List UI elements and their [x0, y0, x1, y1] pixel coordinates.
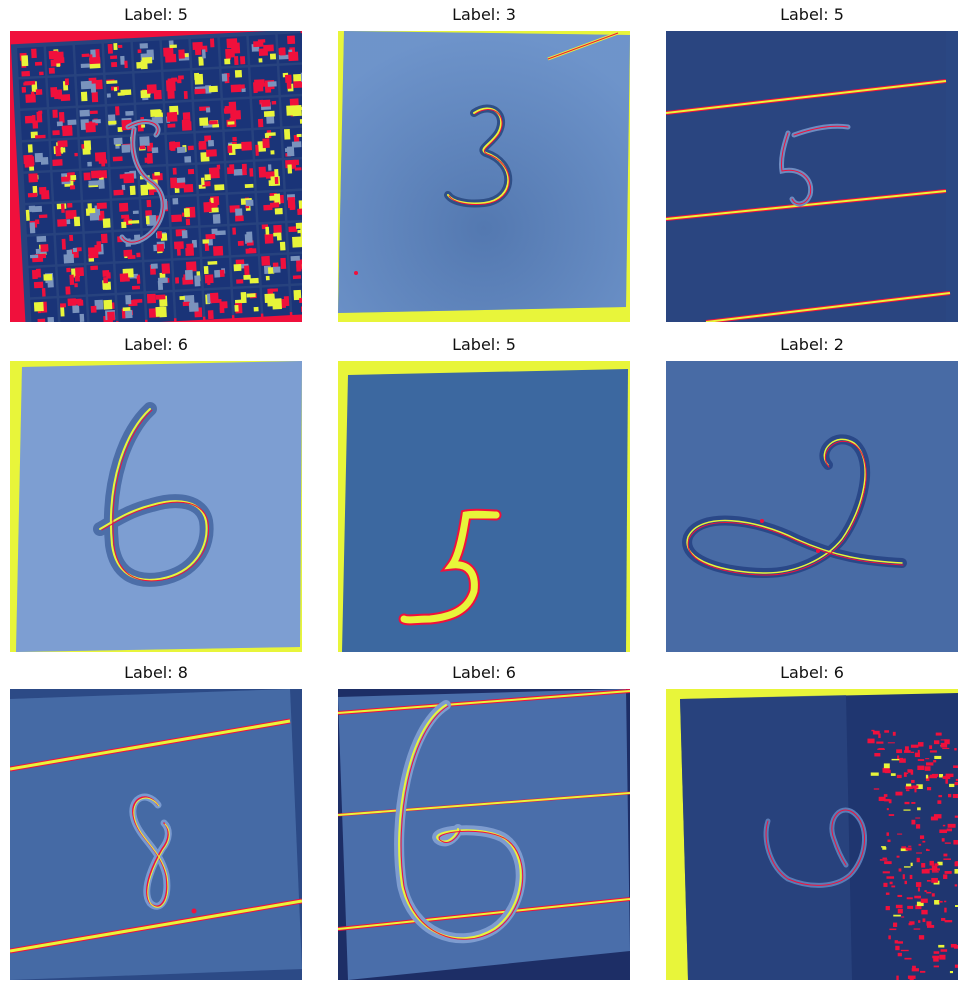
- panel-7: Label: 8: [10, 658, 302, 980]
- panel-title: Label: 3: [452, 5, 516, 24]
- digit-image: [666, 31, 958, 322]
- panel-title: Label: 6: [124, 335, 188, 354]
- panel-4: Label: 6: [10, 330, 302, 652]
- panel-title: Label: 6: [780, 663, 844, 682]
- panel-title: Label: 2: [780, 335, 844, 354]
- panel-title: Label: 5: [780, 5, 844, 24]
- panel-6: Label: 2: [666, 330, 958, 652]
- digit-image: [666, 361, 958, 652]
- panel-title: Label: 5: [452, 335, 516, 354]
- digit-image: [10, 361, 302, 652]
- panel-9: Label: 6: [666, 658, 958, 980]
- digit-image: [666, 689, 958, 980]
- panel-5: Label: 5: [338, 330, 630, 652]
- panel-3: Label: 5: [666, 0, 958, 322]
- digit-image: [10, 689, 302, 980]
- digit-image: [338, 31, 630, 322]
- panel-2: Label: 3: [338, 0, 630, 322]
- panel-1: Label: 5: [10, 0, 302, 322]
- digit-image: [338, 689, 630, 980]
- panel-title: Label: 8: [124, 663, 188, 682]
- panel-title: Label: 5: [124, 5, 188, 24]
- digit-image: [10, 31, 302, 322]
- panel-title: Label: 6: [452, 663, 516, 682]
- panel-8: Label: 6: [338, 658, 630, 980]
- digit-image: [338, 361, 630, 652]
